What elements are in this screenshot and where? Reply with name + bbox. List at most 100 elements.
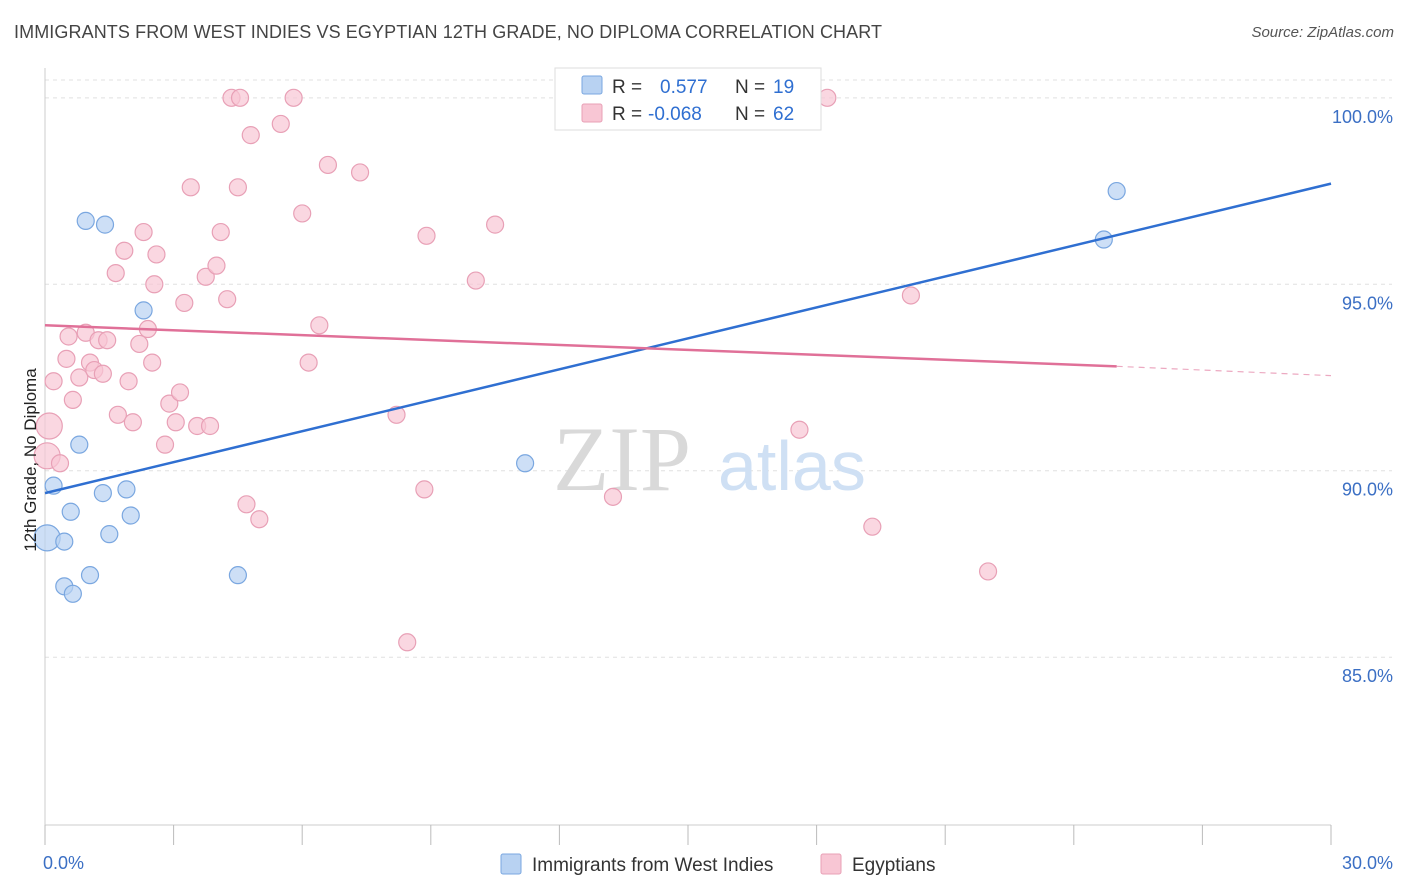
west-indies-point <box>80 566 100 585</box>
egyptians-point <box>98 331 117 350</box>
legend-r-label-pink: R = <box>612 104 642 125</box>
egyptians-point <box>863 517 882 536</box>
watermark-atlas: atlas <box>718 427 866 505</box>
grid <box>45 79 1392 658</box>
y-tick-label: 90.0% <box>1342 480 1393 500</box>
trend-lines <box>44 182 1332 495</box>
egyptians-point <box>35 412 63 440</box>
egyptians-point <box>211 222 230 242</box>
egyptians-point <box>603 487 623 506</box>
series-swatch-pink <box>820 853 842 875</box>
series-swatch-blue <box>500 853 522 875</box>
watermark: ZIP atlas <box>553 408 866 510</box>
west-indies-point <box>134 301 153 320</box>
egyptians-trendline-extension <box>1116 365 1332 377</box>
west-indies-point <box>63 584 82 603</box>
egyptians-point <box>70 368 89 387</box>
legend-r-label-blue: R = <box>612 77 642 98</box>
egyptians-point <box>486 215 505 234</box>
legend-n-label-pink: N = <box>735 104 765 125</box>
west-indies-point <box>516 454 535 473</box>
egyptians-point <box>237 495 256 514</box>
egyptians-point <box>978 562 998 581</box>
west-indies-point <box>76 211 95 230</box>
series-label-pink: Egyptians <box>852 855 935 876</box>
legend-swatch-pink <box>581 103 603 123</box>
legend-r-value-blue: 0.577 <box>660 77 708 98</box>
x-tick-label: 30.0% <box>1342 853 1393 873</box>
egyptians-point <box>318 155 338 175</box>
axes: 85.0% 90.0% 95.0% 100.0% 0.0% 30.0% <box>43 68 1393 873</box>
west-indies-point <box>100 525 119 544</box>
legend-n-label-blue: N = <box>735 77 765 98</box>
west-indies-point <box>61 502 80 521</box>
egyptians-point <box>123 413 142 432</box>
egyptians-point <box>415 480 434 499</box>
egyptians-point <box>228 178 247 197</box>
egyptians-point <box>143 353 162 372</box>
correlation-legend: R = 0.577 N = 19 R = -0.068 N = 62 <box>554 67 822 131</box>
west-indies-point <box>1107 181 1126 201</box>
egyptians-point <box>134 222 153 242</box>
egyptians-point <box>200 416 220 436</box>
west-indies-point <box>121 506 140 525</box>
west-indies-point <box>95 215 115 234</box>
egyptians-point <box>901 286 921 305</box>
west-indies-point <box>93 484 112 503</box>
egyptians-point <box>241 126 260 145</box>
egyptians-point <box>130 334 149 354</box>
egyptians-point <box>250 510 269 529</box>
egyptians-point <box>284 88 303 107</box>
egyptians-point <box>145 275 164 294</box>
egyptians-point <box>160 394 179 413</box>
legend-n-value-pink: 62 <box>773 104 794 125</box>
egyptians-point <box>271 114 290 134</box>
series-legend: Immigrants from West Indies Egyptians <box>500 853 935 876</box>
west-indies-point <box>55 532 74 551</box>
egyptians-point <box>119 372 138 391</box>
x-tick-label: 0.0% <box>43 853 84 873</box>
egyptians-point <box>790 420 809 439</box>
egyptians-point <box>299 353 318 372</box>
egyptians-point <box>93 364 112 383</box>
egyptians-point <box>196 267 215 286</box>
legend-swatch-blue <box>581 75 603 95</box>
egyptians-trendline <box>44 324 1117 368</box>
egyptians-point <box>106 263 125 283</box>
egyptians-point <box>166 413 185 432</box>
west-indies-trendline <box>44 182 1332 495</box>
y-tick-label: 95.0% <box>1342 293 1393 313</box>
egyptians-point <box>350 163 370 182</box>
source-label: Source: ZipAtlas.com <box>1251 24 1394 41</box>
west-indies-point <box>228 566 247 585</box>
watermark-zip: ZIP <box>553 408 691 510</box>
egyptians-point <box>44 372 63 391</box>
egyptians-point <box>63 390 82 409</box>
egyptians-point <box>50 454 70 473</box>
egyptians-point <box>293 204 312 223</box>
egyptians-point <box>466 271 485 290</box>
egyptians-point <box>398 633 417 652</box>
egyptians-point <box>155 435 175 454</box>
series-label-blue: Immigrants from West Indies <box>532 855 773 876</box>
egyptians-point <box>170 383 190 402</box>
egyptians-point <box>175 293 194 313</box>
egyptians-point <box>181 178 200 197</box>
points <box>33 88 1126 652</box>
egyptians-point <box>207 256 226 275</box>
egyptians-point <box>310 316 329 335</box>
chart-title: IMMIGRANTS FROM WEST INDIES VS EGYPTIAN … <box>14 22 883 42</box>
egyptians-point <box>147 245 166 264</box>
legend-n-value-blue: 19 <box>773 77 794 98</box>
y-tick-label: 85.0% <box>1342 666 1393 686</box>
egyptians-point <box>230 88 250 107</box>
y-axis-title: 12th Grade, No Diploma <box>21 368 40 552</box>
west-indies-point <box>117 480 136 499</box>
egyptians-point <box>108 405 127 424</box>
west-indies-point <box>70 435 89 454</box>
egyptians-point <box>57 349 76 368</box>
legend-r-value-pink: -0.068 <box>648 104 702 125</box>
y-tick-label: 100.0% <box>1332 107 1393 127</box>
egyptians-point <box>115 241 134 260</box>
